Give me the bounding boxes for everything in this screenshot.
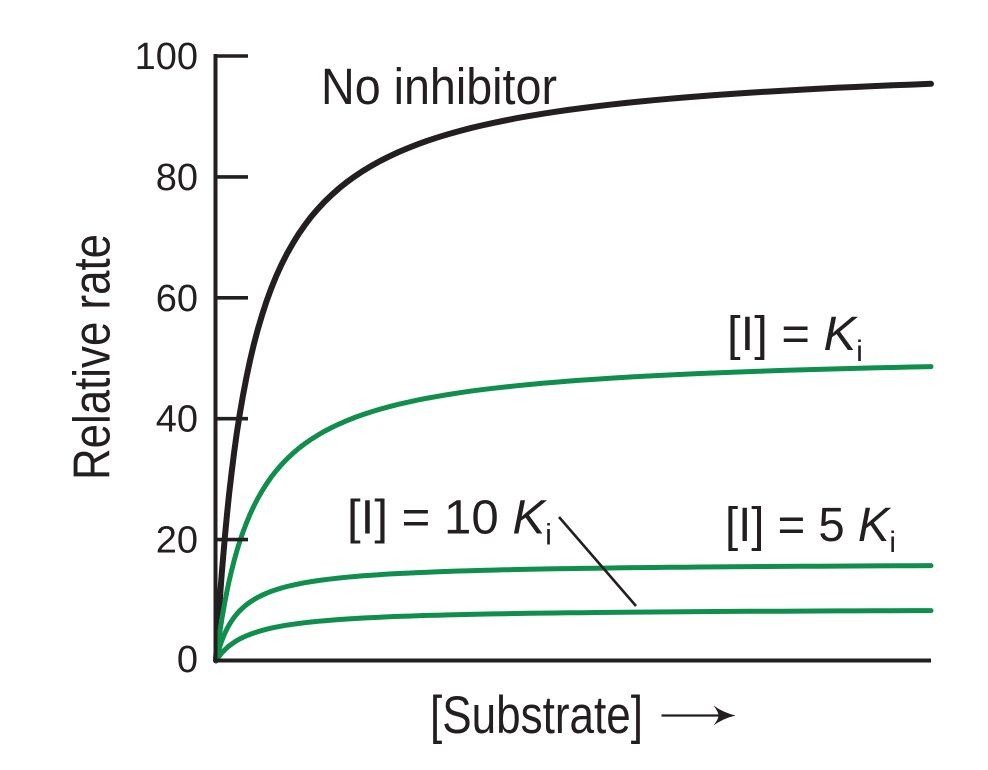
svg-text:0: 0 xyxy=(177,639,198,681)
svg-text:100: 100 xyxy=(135,36,198,78)
svg-text:No inhibitor: No inhibitor xyxy=(321,58,557,115)
svg-text:40: 40 xyxy=(156,399,198,441)
svg-text:[I] = 5 Ki: [I] = 5 Ki xyxy=(725,499,896,559)
svg-text:[I] = 10 Ki: [I] = 10 Ki xyxy=(347,492,552,552)
svg-text:80: 80 xyxy=(156,157,198,199)
svg-text:[I] = Ki: [I] = Ki xyxy=(727,308,863,368)
svg-text:20: 20 xyxy=(156,520,198,562)
svg-text:60: 60 xyxy=(156,278,198,320)
svg-text:[Substrate]: [Substrate] xyxy=(430,686,643,745)
svg-text:Relative rate: Relative rate xyxy=(64,234,122,480)
